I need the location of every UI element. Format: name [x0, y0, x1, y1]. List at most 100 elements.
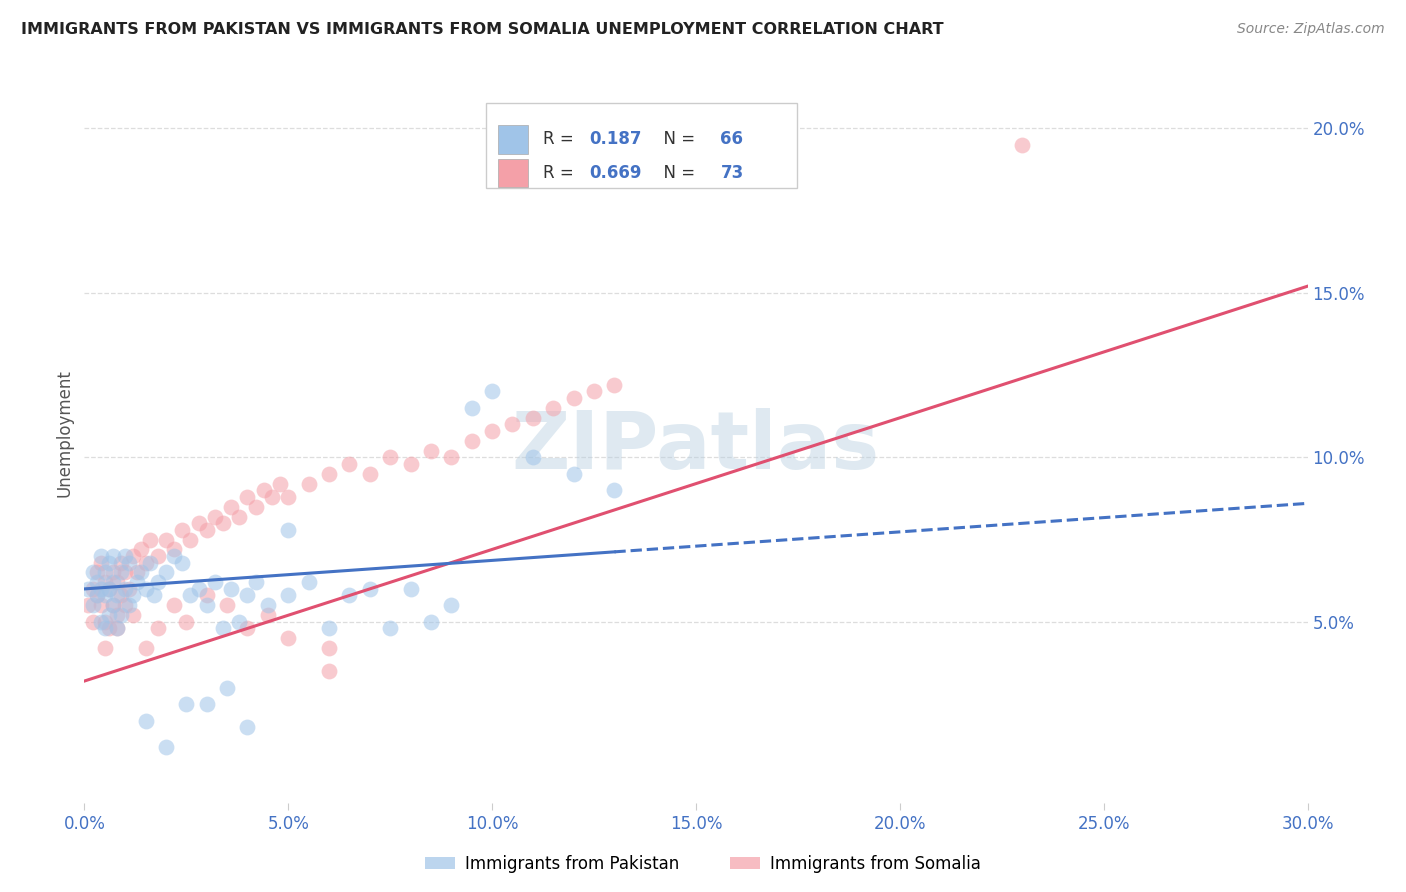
Text: 0.669: 0.669: [589, 164, 643, 182]
Point: [399, 457, 422, 471]
Point: [146, 575, 169, 590]
Text: R =: R =: [543, 164, 579, 182]
Point: [101, 599, 124, 613]
Point: [318, 467, 340, 481]
Point: [172, 556, 194, 570]
Point: [110, 556, 132, 570]
Point: [146, 549, 169, 563]
Point: [481, 384, 503, 399]
Point: [127, 575, 149, 590]
Point: [118, 582, 141, 596]
Point: [122, 608, 145, 623]
Point: [583, 384, 606, 399]
Point: [522, 410, 544, 425]
Point: [105, 621, 128, 635]
Point: [461, 434, 484, 448]
Point: [204, 575, 226, 590]
Point: [245, 575, 267, 590]
Point: [163, 599, 186, 613]
Point: [522, 450, 544, 465]
Point: [114, 566, 136, 580]
Point: [93, 575, 115, 590]
Point: [228, 509, 250, 524]
Point: [97, 582, 120, 596]
Point: [172, 523, 194, 537]
Point: [253, 483, 276, 498]
Point: [101, 549, 124, 563]
Point: [82, 582, 104, 596]
Point: [86, 589, 108, 603]
Point: [97, 556, 120, 570]
Point: [86, 566, 108, 580]
Point: [110, 589, 132, 603]
Point: [138, 533, 160, 547]
Point: [245, 500, 267, 514]
Text: N =: N =: [654, 164, 700, 182]
Point: [93, 621, 115, 635]
Point: [97, 582, 120, 596]
Point: [114, 599, 136, 613]
Point: [155, 533, 177, 547]
Point: [603, 378, 626, 392]
Point: [359, 467, 381, 481]
Point: [257, 599, 280, 613]
Point: [101, 599, 124, 613]
Point: [204, 509, 226, 524]
Text: Source: ZipAtlas.com: Source: ZipAtlas.com: [1237, 22, 1385, 37]
Point: [277, 523, 299, 537]
Point: [502, 417, 524, 432]
Point: [105, 608, 128, 623]
Point: [212, 516, 235, 530]
Point: [269, 476, 291, 491]
Point: [195, 599, 218, 613]
Point: [217, 681, 239, 695]
Point: [318, 621, 340, 635]
Text: R =: R =: [543, 130, 579, 148]
Point: [105, 589, 128, 603]
Point: [236, 490, 259, 504]
Point: [90, 615, 112, 629]
Point: [380, 621, 402, 635]
Point: [236, 720, 259, 734]
Point: [110, 608, 132, 623]
Text: 66: 66: [720, 130, 744, 148]
Point: [122, 549, 145, 563]
Point: [105, 575, 128, 590]
Point: [135, 582, 157, 596]
Legend: Immigrants from Pakistan, Immigrants from Somalia: Immigrants from Pakistan, Immigrants fro…: [419, 848, 987, 880]
Bar: [485, 103, 797, 188]
Point: [82, 566, 104, 580]
Point: [93, 566, 115, 580]
Point: [90, 549, 112, 563]
Point: [318, 664, 340, 678]
Point: [228, 615, 250, 629]
Point: [93, 641, 115, 656]
Point: [131, 542, 153, 557]
Text: N =: N =: [654, 130, 700, 148]
Point: [146, 621, 169, 635]
Point: [179, 589, 201, 603]
Point: [90, 599, 112, 613]
Point: [82, 615, 104, 629]
Bar: [498, 159, 529, 186]
Point: [86, 589, 108, 603]
Point: [155, 566, 177, 580]
Point: [359, 582, 381, 596]
Point: [187, 516, 209, 530]
Point: [217, 599, 239, 613]
Point: [195, 523, 218, 537]
Point: [135, 714, 157, 728]
Text: IMMIGRANTS FROM PAKISTAN VS IMMIGRANTS FROM SOMALIA UNEMPLOYMENT CORRELATION CHA: IMMIGRANTS FROM PAKISTAN VS IMMIGRANTS F…: [21, 22, 943, 37]
Point: [461, 401, 484, 415]
Point: [481, 424, 503, 438]
Point: [380, 450, 402, 465]
Point: [77, 582, 100, 596]
Point: [179, 533, 201, 547]
Point: [105, 621, 128, 635]
Point: [603, 483, 626, 498]
Point: [118, 599, 141, 613]
Point: [440, 450, 463, 465]
Point: [135, 556, 157, 570]
Point: [114, 582, 136, 596]
Point: [277, 589, 299, 603]
